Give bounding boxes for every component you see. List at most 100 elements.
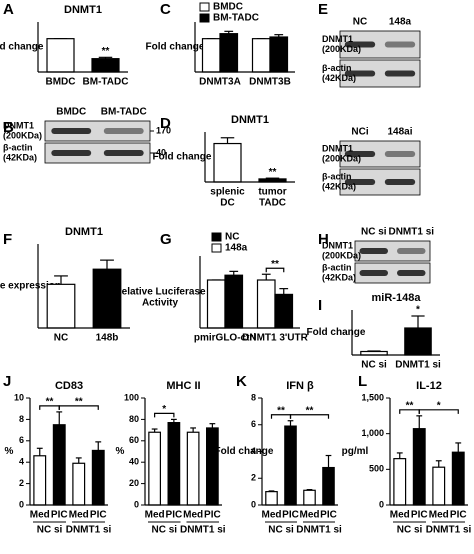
bar: [206, 279, 226, 329]
blot-band: [397, 270, 426, 276]
bar: [213, 142, 242, 183]
legend-swatch: [199, 2, 210, 12]
group-label: DNMT1 si: [296, 525, 342, 536]
y-axis-label: Fold change: [215, 446, 274, 457]
bar: [91, 449, 105, 506]
bar: [92, 268, 122, 329]
y-tick-label: 80: [129, 414, 139, 424]
x-tick-label: Med: [183, 510, 203, 521]
bar: [72, 462, 86, 506]
group-label: DNMT1 si: [180, 525, 226, 536]
x-tick-label: Med: [390, 510, 410, 521]
y-axis-label: Relative Luciferase: [114, 287, 206, 298]
bar: [284, 425, 297, 506]
blot-band: [344, 70, 376, 77]
significance: *: [162, 404, 166, 415]
x-tick-label: PIC: [320, 510, 337, 521]
blot-band: [344, 179, 376, 185]
x-tick-label: DNMT1 3'UTR: [242, 333, 308, 344]
bar: [46, 38, 75, 73]
x-tick-label: Med: [429, 510, 449, 521]
chart-title: DNMT1: [231, 114, 269, 126]
x-tick-label: splenic: [210, 187, 245, 198]
bar: [206, 427, 219, 506]
lane-label: BM-TADC: [101, 107, 147, 118]
blot-band: [397, 248, 426, 254]
row-size: (200KDa): [322, 44, 361, 54]
significance-bracket: [58, 405, 99, 410]
panel-label: D: [160, 115, 171, 132]
x-tick-label: PIC: [51, 510, 68, 521]
panel-label: E: [318, 1, 328, 18]
blot-band: [384, 41, 416, 48]
panel-label: K: [236, 373, 247, 390]
x-tick-label: TADC: [259, 198, 286, 209]
x-tick-label: Med: [30, 510, 50, 521]
x-tick-label: Med: [69, 510, 89, 521]
x-tick-label: PIC: [282, 510, 299, 521]
chart-title: IL-12: [416, 380, 442, 392]
y-tick-label: 100: [124, 392, 139, 402]
significance: *: [437, 400, 441, 411]
significance: **: [75, 397, 83, 408]
bar: [393, 458, 407, 506]
row-size: (200KDa): [322, 250, 361, 260]
lane-label: BMDC: [56, 107, 86, 118]
group-label: NC si: [37, 525, 63, 536]
bar: [256, 279, 276, 329]
x-tick-label: Med: [262, 510, 282, 521]
x-tick-label: BM-TADC: [83, 77, 129, 88]
legend-label: BMDC: [213, 2, 243, 13]
legend-swatch: [199, 13, 210, 23]
group-label: NC si: [151, 525, 177, 536]
blot-band: [344, 41, 376, 48]
blot-band: [103, 150, 144, 156]
lane-label: 148a: [389, 17, 412, 28]
x-tick-label: DNMT1 si: [395, 360, 441, 371]
row-protein: β-actin: [3, 142, 33, 152]
significance: **: [271, 259, 279, 270]
row-size: (42KDa): [322, 73, 356, 83]
y-tick-label: 4: [251, 446, 256, 456]
x-tick-label: PIC: [204, 510, 221, 521]
bar: [201, 38, 221, 73]
lane-label: NC: [353, 17, 367, 28]
blot-strip: [354, 240, 431, 262]
y-tick-label: 40: [129, 457, 139, 467]
bar: [412, 428, 426, 506]
y-tick-label: 8: [251, 392, 256, 402]
legend-swatch: [211, 243, 222, 253]
y-tick-label: 500: [369, 464, 384, 474]
size-marker: 40: [156, 147, 166, 157]
bar: [224, 274, 244, 329]
blot-band: [344, 151, 376, 157]
panel-label: A: [3, 1, 14, 18]
x-tick-label: PIC: [166, 510, 183, 521]
row-size: (42KDa): [3, 152, 37, 162]
significance-bracket: [154, 412, 175, 418]
x-tick-label: NC: [54, 333, 68, 344]
panel-label: J: [3, 373, 11, 390]
chart-title: DNMT1: [64, 4, 102, 16]
y-axis-label: Fold change: [0, 42, 44, 53]
blot-band: [103, 128, 144, 134]
blot-band: [359, 270, 388, 276]
x-tick-label: PIC: [411, 510, 428, 521]
x-tick-label: PIC: [90, 510, 107, 521]
y-tick-label: 8: [19, 414, 24, 424]
bar: [274, 293, 294, 329]
y-tick-label: 0: [134, 499, 139, 509]
bar: [46, 283, 76, 329]
y-tick-label: 0: [251, 499, 256, 509]
panel-label: C: [160, 1, 171, 18]
blot-band: [384, 179, 416, 185]
significance: **: [269, 167, 277, 178]
significance: **: [277, 405, 285, 416]
row-protein: DNMT1: [322, 143, 353, 153]
blot-band: [51, 128, 92, 134]
y-axis-label: Activity: [142, 298, 179, 309]
y-tick-label: 0: [19, 499, 24, 509]
significance: *: [416, 305, 420, 316]
bar: [432, 466, 446, 506]
